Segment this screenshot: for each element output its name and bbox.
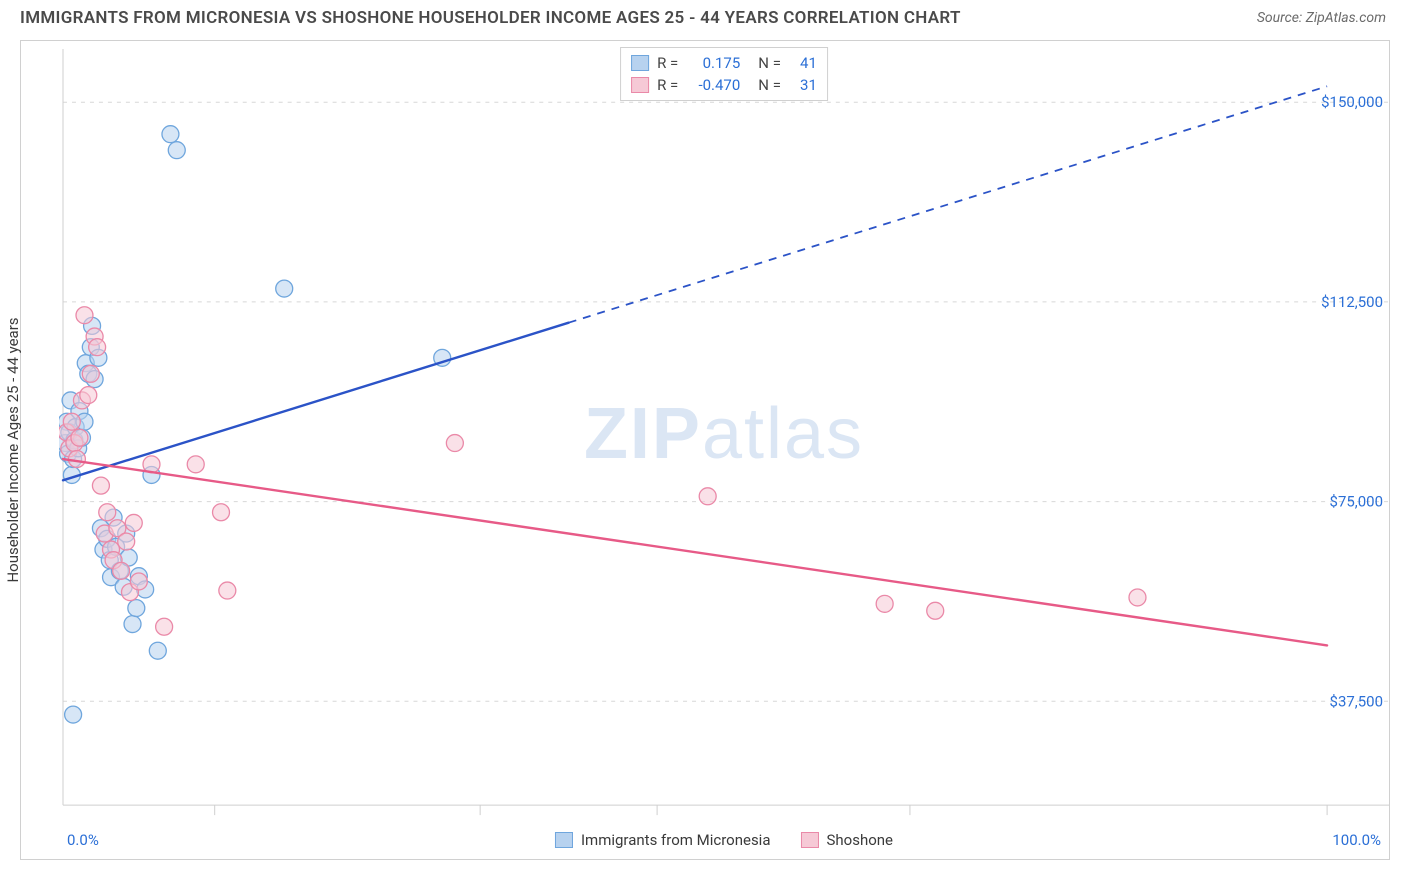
- legend-r-label: R =: [657, 76, 678, 94]
- correlation-legend: R = 0.175 N = 41 R = -0.470 N = 31: [620, 47, 828, 101]
- svg-text:$150,000: $150,000: [1321, 93, 1383, 111]
- series-legend-item: Shoshone: [800, 831, 893, 849]
- legend-r-value: 0.175: [686, 54, 740, 72]
- x-axis-start-label: 0.0%: [67, 831, 99, 849]
- legend-r-label: R =: [657, 54, 678, 72]
- legend-n-label: N =: [758, 76, 781, 94]
- svg-text:$37,500: $37,500: [1330, 692, 1383, 710]
- legend-swatch: [631, 77, 649, 93]
- legend-swatch: [631, 55, 649, 71]
- legend-n-label: N =: [758, 54, 781, 72]
- plot-svg: $37,500 $75,000 $112,500 $150,000: [59, 41, 1389, 859]
- plot-area: $37,500$75,000$112,500$150,000 ZIPatlas …: [59, 41, 1389, 859]
- chart-container: Householder Income Ages 25 - 44 years $3…: [20, 40, 1390, 860]
- source-label: Source: ZipAtlas.com: [1257, 10, 1386, 26]
- svg-text:$112,500: $112,500: [1321, 293, 1383, 311]
- series-legend-item: Immigrants from Micronesia: [555, 831, 771, 849]
- legend-swatch: [555, 832, 573, 848]
- legend-r-value: -0.470: [686, 76, 740, 94]
- legend-n-value: 31: [789, 76, 817, 94]
- series-name: Shoshone: [826, 831, 893, 849]
- x-axis-end-label: 100.0%: [1332, 831, 1381, 849]
- series-name: Immigrants from Micronesia: [581, 831, 771, 849]
- bottom-legend: 0.0% Immigrants from MicronesiaShoshone …: [59, 831, 1389, 849]
- y-axis-label: Householder Income Ages 25 - 44 years: [4, 317, 22, 582]
- svg-text:$75,000: $75,000: [1330, 493, 1383, 511]
- legend-row: R = -0.470 N = 31: [631, 74, 817, 96]
- legend-row: R = 0.175 N = 41: [631, 52, 817, 74]
- legend-n-value: 41: [789, 54, 817, 72]
- chart-title: IMMIGRANTS FROM MICRONESIA VS SHOSHONE H…: [20, 8, 961, 28]
- legend-swatch: [800, 832, 818, 848]
